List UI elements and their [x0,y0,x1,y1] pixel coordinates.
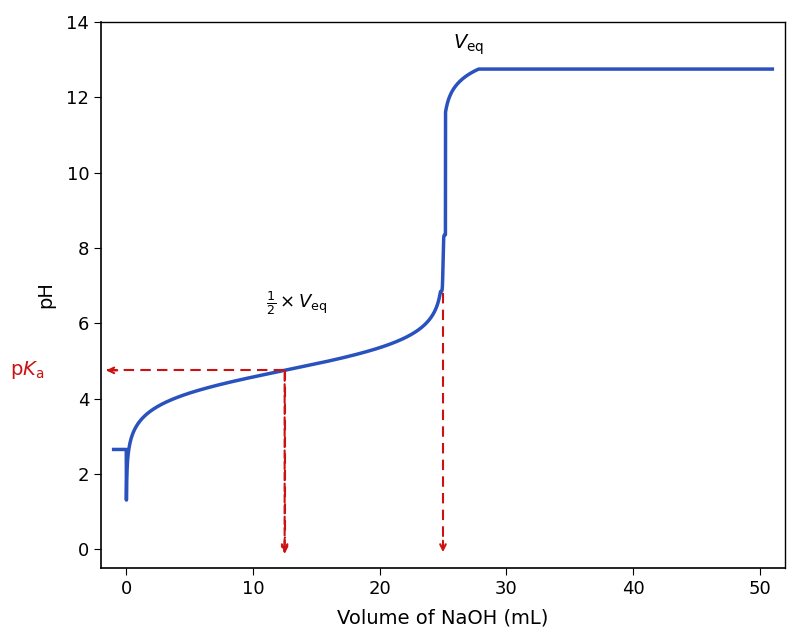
Y-axis label: pH: pH [36,282,55,309]
Text: p$K_\mathrm{a}$: p$K_\mathrm{a}$ [10,359,44,381]
Text: $V_\mathrm{eq}$: $V_\mathrm{eq}$ [453,32,484,57]
Text: $\frac{1}{2}\times V_\mathrm{eq}$: $\frac{1}{2}\times V_\mathrm{eq}$ [266,289,327,317]
X-axis label: Volume of NaOH (mL): Volume of NaOH (mL) [338,609,549,628]
